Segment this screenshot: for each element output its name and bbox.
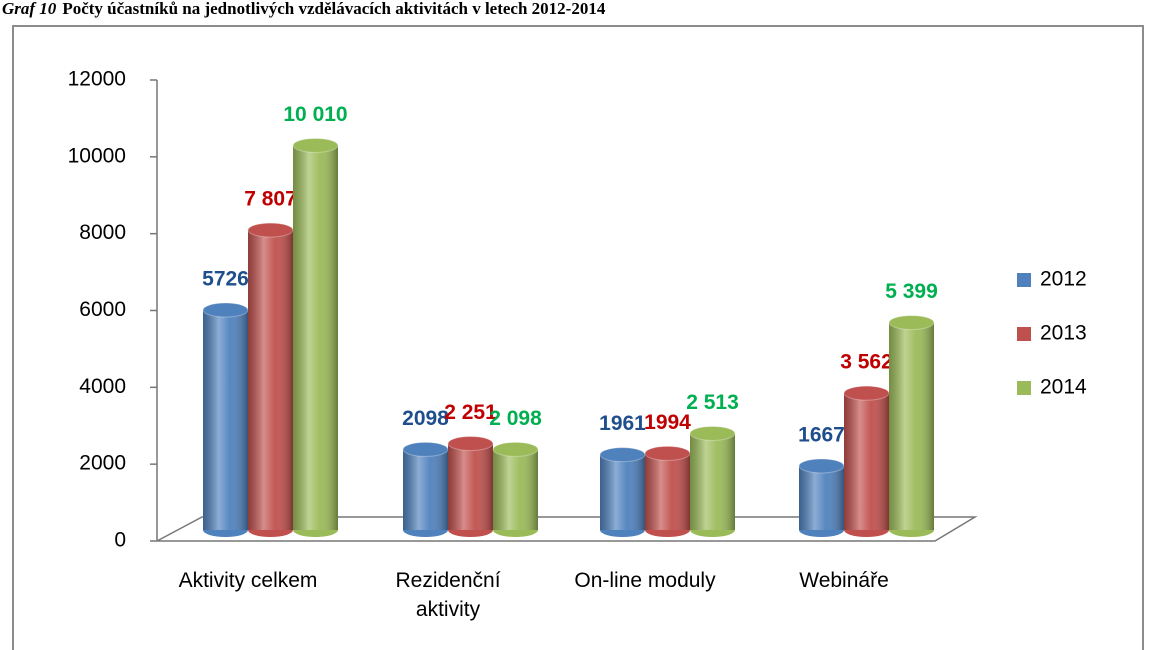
y-tick-label: 8000 bbox=[79, 221, 126, 244]
data-label: 2 513 bbox=[686, 391, 739, 414]
y-tick-label: 2000 bbox=[79, 452, 126, 475]
data-label: 1994 bbox=[644, 411, 691, 434]
bar-shade bbox=[203, 310, 248, 530]
bar-cap bbox=[247, 222, 294, 238]
data-label: 1667 bbox=[798, 424, 845, 447]
bar-cap bbox=[599, 447, 646, 463]
data-label: 2 098 bbox=[489, 407, 542, 430]
bar-cap bbox=[798, 458, 845, 474]
legend-label: 2014 bbox=[1040, 376, 1087, 399]
bar-cap bbox=[888, 315, 935, 331]
bar-cap bbox=[202, 302, 249, 318]
legend-label: 2012 bbox=[1040, 268, 1087, 291]
bar-cap bbox=[843, 385, 890, 401]
bar-shade bbox=[645, 453, 690, 530]
data-label: 7 807 bbox=[244, 188, 297, 211]
legend-swatch bbox=[1017, 273, 1031, 287]
legend-swatch bbox=[1017, 381, 1031, 395]
bar-shade bbox=[248, 230, 293, 530]
legend-swatch bbox=[1017, 327, 1031, 341]
y-tick-label: 12000 bbox=[68, 68, 126, 91]
bar-shade bbox=[889, 322, 934, 530]
bar-shade bbox=[293, 145, 338, 531]
bar-cap bbox=[492, 441, 539, 457]
x-tick-label: Rezidenční aktivity bbox=[395, 569, 501, 621]
bar-shade bbox=[448, 443, 493, 530]
y-tick-label: 6000 bbox=[79, 298, 126, 321]
bar-cap bbox=[292, 137, 339, 153]
data-label: 5726 bbox=[202, 268, 249, 291]
y-tick-label: 0 bbox=[114, 529, 126, 552]
legend-label: 2013 bbox=[1040, 322, 1087, 345]
x-tick-label: Aktivity celkem bbox=[178, 569, 318, 592]
bar-shade bbox=[799, 465, 844, 530]
floor bbox=[156, 516, 978, 542]
y-tick-label: 4000 bbox=[79, 375, 126, 398]
bar-shade bbox=[493, 449, 538, 530]
bar-cap bbox=[447, 436, 494, 452]
x-tick-label: Webináře bbox=[799, 569, 889, 592]
frame bbox=[12, 25, 1144, 650]
bar-shade bbox=[844, 393, 889, 530]
bar-cap bbox=[689, 425, 736, 441]
bar-shade bbox=[600, 454, 645, 530]
x-tick-label: On-line moduly bbox=[574, 569, 716, 592]
bar-shade bbox=[403, 449, 448, 530]
bar-cap bbox=[644, 445, 691, 461]
y-tick-label: 10000 bbox=[68, 144, 126, 167]
data-label: 10 010 bbox=[283, 103, 347, 126]
figure-label: Graf 10 bbox=[2, 0, 57, 18]
data-label: 1961 bbox=[599, 412, 646, 435]
data-label: 2 251 bbox=[444, 401, 497, 424]
data-label: 3 562 bbox=[840, 351, 893, 374]
title: Graf 10 Počty účastníků na jednotlivých v… bbox=[2, 0, 606, 18]
data-label: 2098 bbox=[402, 407, 449, 430]
title-text: Počty účastníků na jednotlivých vzděláva… bbox=[62, 0, 606, 18]
bar-cap bbox=[402, 441, 449, 457]
bar-shade bbox=[690, 433, 735, 530]
data-label: 5 399 bbox=[885, 280, 938, 303]
